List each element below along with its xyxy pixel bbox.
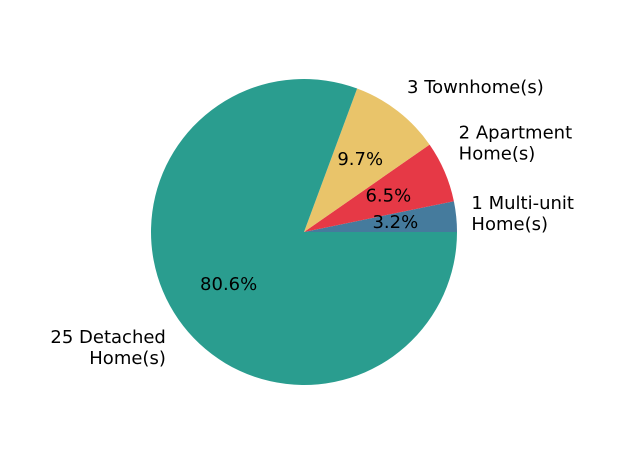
pie-slices xyxy=(151,79,458,386)
pie-labels: 3.2% 1 Multi-unit Home(s) 6.5% 2 Apartment Ho… xyxy=(50,77,574,369)
pie-category-label: 3 Townhome(s) xyxy=(407,77,544,98)
pie-category-label: 25 Detached Home(s) xyxy=(50,327,165,369)
pie-percent-label: 9.7% xyxy=(337,149,383,170)
pie-slice-1 xyxy=(304,144,454,232)
pie-percent-label: 6.5% xyxy=(365,185,411,206)
pie-category-label: 1 Multi-unit Home(s) xyxy=(471,193,574,235)
pie-percent-label: 80.6% xyxy=(200,274,257,295)
pie-category-label: 2 Apartment Home(s) xyxy=(459,123,572,165)
pie-slice-2 xyxy=(304,88,430,232)
pie-percent-label: 3.2% xyxy=(372,212,418,233)
pie-slice-0 xyxy=(304,201,458,232)
pie-slice-3 xyxy=(151,79,458,386)
